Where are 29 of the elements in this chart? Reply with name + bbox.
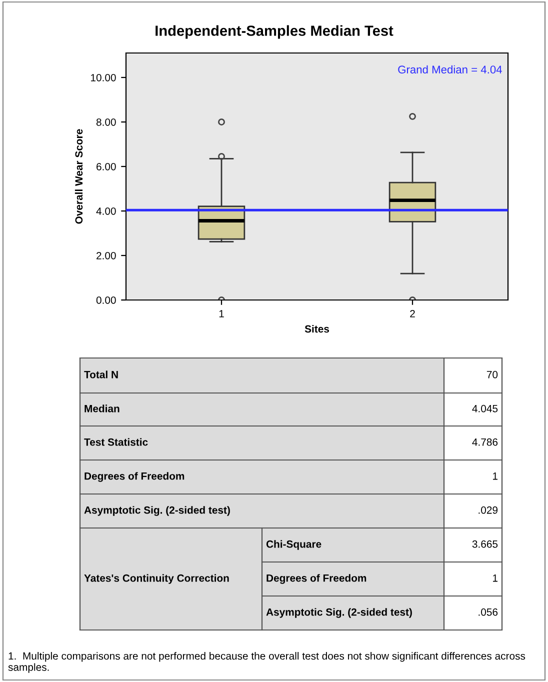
text: Degrees of Freedom <box>266 574 366 584</box>
x-axis-title: Sites <box>304 324 330 333</box>
text: Yates's Continuity Correction <box>84 574 229 584</box>
text: .056 <box>478 608 498 616</box>
text: Degrees of Freedom <box>84 472 184 482</box>
text: 3.665 <box>472 540 498 548</box>
y-tick-label: 6.00 <box>96 162 116 170</box>
y-axis-title: Overall Wear Score <box>74 129 83 224</box>
y-tick-label: 0.00 <box>96 296 116 304</box>
text: 4.045 <box>472 404 498 412</box>
text: Chi-Square <box>266 540 322 550</box>
text: 1 <box>493 574 498 582</box>
text: 4.786 <box>472 438 498 446</box>
text: Test Statistic <box>84 438 148 446</box>
text: Asymptotic Sig. (2-sided test) <box>266 608 412 618</box>
y-tick-label: 8.00 <box>96 118 116 126</box>
ref-line-label: Grand Median = 4.04 <box>398 65 502 74</box>
text: Total N <box>84 370 118 378</box>
y-tick-label: 10.00 <box>91 74 116 82</box>
x-tick-label: 2 <box>410 310 415 318</box>
text: Asymptotic Sig. (2-sided test) <box>84 506 230 516</box>
text: .029 <box>478 506 498 514</box>
chart-title: Independent-Samples Median Test <box>156 25 394 39</box>
text: 70 <box>486 370 498 378</box>
text: 1. Multiple comparisons are not performed because the overall test does not show significant differences across samples. <box>8 652 526 673</box>
y-tick-label: 2.00 <box>96 252 116 260</box>
y-tick-label: 4.00 <box>96 207 116 215</box>
text: 1 <box>493 472 498 480</box>
text: Median <box>84 404 120 412</box>
